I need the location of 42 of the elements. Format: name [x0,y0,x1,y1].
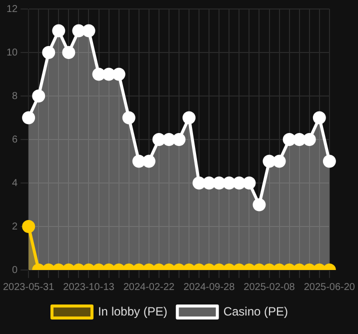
point [152,133,166,146]
x-tick-label: 2024-09-28 [184,282,236,293]
x-tick-label: 2023-10-13 [63,282,115,293]
point [122,111,136,124]
point [202,176,216,190]
point [242,176,256,190]
point [192,176,206,190]
y-tick-label: 8 [12,90,18,102]
point [32,90,46,102]
point [92,68,106,81]
legend-label: Casino (PE) [223,304,288,318]
point [222,176,236,190]
point [232,176,246,190]
y-tick-label: 10 [6,47,18,58]
y-tick-label: 12 [6,4,18,15]
point [162,133,176,146]
legend-label: In lobby (PE) [98,304,168,318]
point [62,46,76,59]
point [262,154,276,168]
point [282,133,296,146]
y-tick-label: 0 [12,264,18,276]
point [142,154,156,168]
point [102,68,116,81]
x-tick-label: 2024-02-22 [123,282,175,293]
point [22,111,36,124]
point [302,133,316,146]
x-tick-label: 2025-06-20 [304,282,356,293]
point [272,154,286,168]
point [312,111,326,124]
x-tick-label: 2023-05-31 [3,282,55,293]
point [322,154,336,168]
point [112,68,126,81]
point [132,154,146,168]
point [292,133,306,146]
point [182,111,196,124]
y-tick-label: 4 [12,178,18,189]
point [172,133,186,146]
y-tick-label: 6 [12,134,18,146]
y-tick-label: 2 [12,221,18,232]
x-tick-label: 2025-02-08 [244,282,296,293]
point [212,176,226,190]
point [42,46,56,59]
